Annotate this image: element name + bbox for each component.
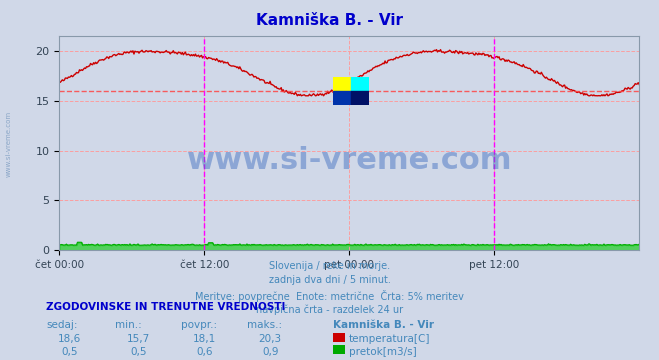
- Text: 0,6: 0,6: [196, 347, 213, 357]
- Text: 20,3: 20,3: [258, 334, 282, 345]
- Text: Kamniška B. - Vir: Kamniška B. - Vir: [256, 13, 403, 28]
- Text: pretok[m3/s]: pretok[m3/s]: [349, 347, 416, 357]
- Text: Kamniška B. - Vir: Kamniška B. - Vir: [333, 320, 434, 330]
- Text: navpična črta - razdelek 24 ur: navpična črta - razdelek 24 ur: [256, 304, 403, 315]
- Text: povpr.:: povpr.:: [181, 320, 217, 330]
- Text: Meritve: povprečne  Enote: metrične  Črta: 5% meritev: Meritve: povprečne Enote: metrične Črta:…: [195, 290, 464, 302]
- Text: maks.:: maks.:: [247, 320, 282, 330]
- Text: ZGODOVINSKE IN TRENUTNE VREDNOSTI: ZGODOVINSKE IN TRENUTNE VREDNOSTI: [46, 302, 285, 312]
- Text: temperatura[C]: temperatura[C]: [349, 334, 430, 345]
- Bar: [351, 91, 369, 104]
- Bar: [351, 77, 369, 91]
- Bar: [333, 91, 351, 104]
- Text: 15,7: 15,7: [127, 334, 150, 345]
- Text: 0,5: 0,5: [130, 347, 147, 357]
- Text: zadnja dva dni / 5 minut.: zadnja dva dni / 5 minut.: [269, 275, 390, 285]
- Text: 18,1: 18,1: [192, 334, 216, 345]
- Text: www.si-vreme.com: www.si-vreme.com: [5, 111, 12, 177]
- Text: 18,6: 18,6: [57, 334, 81, 345]
- Bar: [333, 77, 351, 91]
- Text: www.si-vreme.com: www.si-vreme.com: [186, 146, 512, 175]
- Text: Slovenija / reke in morje.: Slovenija / reke in morje.: [269, 261, 390, 271]
- Text: 0,9: 0,9: [262, 347, 279, 357]
- Text: min.:: min.:: [115, 320, 142, 330]
- Text: sedaj:: sedaj:: [46, 320, 78, 330]
- Text: 0,5: 0,5: [61, 347, 78, 357]
